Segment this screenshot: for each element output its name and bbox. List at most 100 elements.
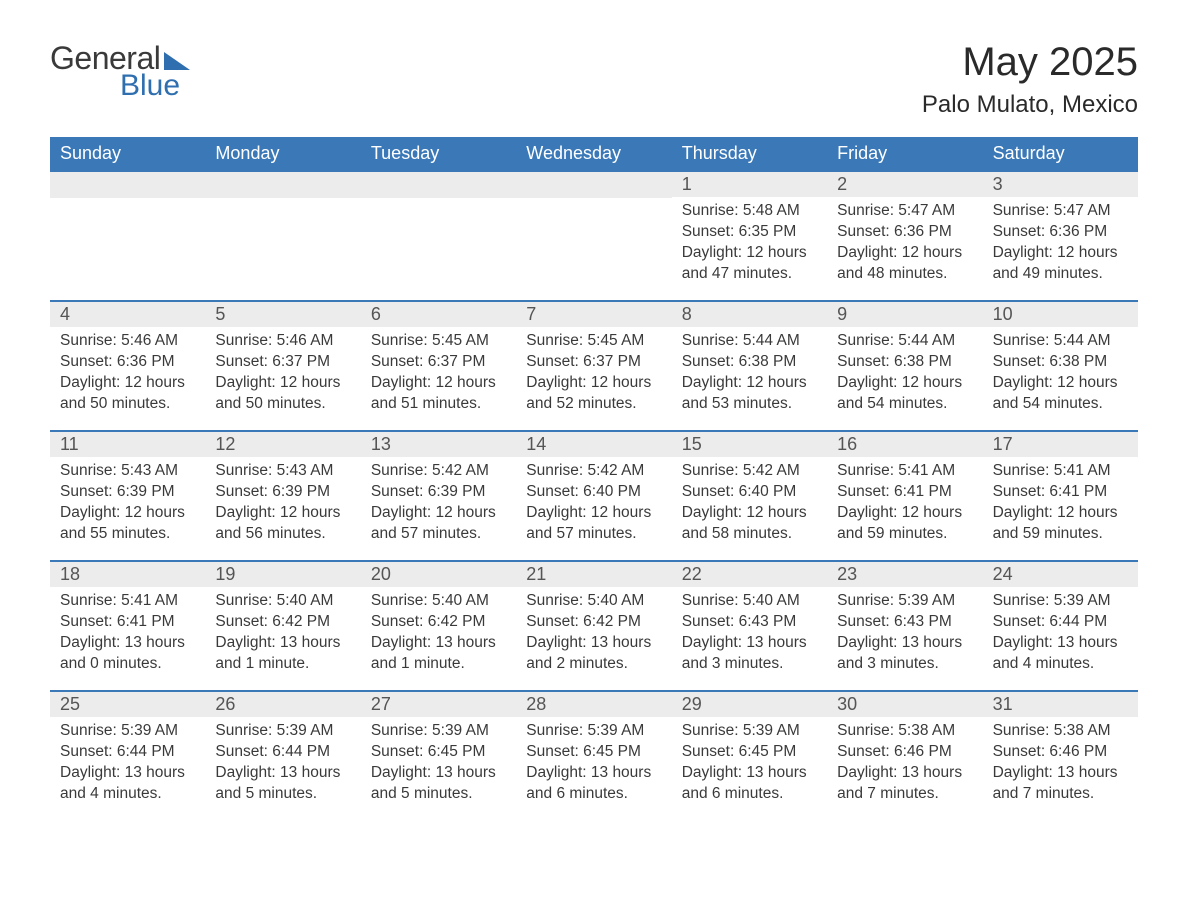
daylight-line: Daylight: 12 hours and 57 minutes. (371, 503, 506, 545)
weeks-container: 1Sunrise: 5:48 AMSunset: 6:35 PMDaylight… (50, 170, 1138, 820)
day-cell: 8Sunrise: 5:44 AMSunset: 6:38 PMDaylight… (672, 302, 827, 430)
sunrise-line: Sunrise: 5:40 AM (526, 591, 661, 612)
day-cell: 21 Sunrise: 5:40 AMSunset: 6:42 PMDayligh… (516, 562, 671, 690)
daylight-line: Daylight: 13 hours and 4 minutes. (60, 763, 195, 805)
calendar: SundayMondayTuesdayWednesdayThursdayFrid… (50, 137, 1138, 820)
daylight-line: Daylight: 13 hours and 6 minutes. (682, 763, 817, 805)
day-number: 16 (827, 432, 982, 457)
sunset-line: Sunset: 6:41 PM (837, 482, 972, 503)
day-cell: 13Sunrise: 5:42 AMSunset: 6:39 PMDayligh… (361, 432, 516, 560)
day-details: Sunrise: 5:45 AMSunset: 6:37 PMDaylight:… (361, 327, 516, 421)
day-cell (361, 172, 516, 300)
sunrise-line: Sunrise: 5:46 AM (60, 331, 195, 352)
sunset-line: Sunset: 6:35 PM (682, 222, 817, 243)
day-details: Sunrise: 5:42 AMSunset: 6:39 PMDaylight:… (361, 457, 516, 551)
day-details: Sunrise: 5:41 AMSunset: 6:41 PMDaylight:… (827, 457, 982, 551)
day-cell: 19Sunrise: 5:40 AMSunset: 6:42 PMDayligh… (205, 562, 360, 690)
sunset-line: Sunset: 6:42 PM (526, 612, 661, 633)
sunset-line: Sunset: 6:37 PM (526, 352, 661, 373)
sunset-line: Sunset: 6:39 PM (371, 482, 506, 503)
sunrise-line: Sunrise: 5:42 AM (526, 461, 661, 482)
day-number: 14 (516, 432, 671, 457)
sunset-line: Sunset: 6:38 PM (837, 352, 972, 373)
sunrise-line: Sunrise: 5:38 AM (837, 721, 972, 742)
sunset-line: Sunset: 6:41 PM (993, 482, 1128, 503)
sunrise-line: Sunrise: 5:39 AM (993, 591, 1128, 612)
sunrise-line: Sunrise: 5:45 AM (371, 331, 506, 352)
sunset-line: Sunset: 6:37 PM (371, 352, 506, 373)
daylight-line: Daylight: 12 hours and 54 minutes. (837, 373, 972, 415)
sunrise-line: Sunrise: 5:42 AM (682, 461, 817, 482)
weekday-header: Tuesday (361, 137, 516, 170)
daylight-line: Daylight: 13 hours and 4 minutes. (993, 633, 1128, 675)
sunrise-line: Sunrise: 5:41 AM (993, 461, 1128, 482)
empty-day-number (205, 172, 360, 198)
logo-triangle-icon (164, 52, 190, 70)
daylight-line: Daylight: 12 hours and 52 minutes. (526, 373, 661, 415)
sunrise-line: Sunrise: 5:40 AM (215, 591, 350, 612)
sunrise-line: Sunrise: 5:45 AM (526, 331, 661, 352)
daylight-line: Daylight: 12 hours and 57 minutes. (526, 503, 661, 545)
day-cell: 11Sunrise: 5:43 AMSunset: 6:39 PMDayligh… (50, 432, 205, 560)
day-details: Sunrise: 5:48 AMSunset: 6:35 PMDaylight:… (672, 197, 827, 291)
daylight-line: Daylight: 12 hours and 48 minutes. (837, 243, 972, 285)
sunset-line: Sunset: 6:36 PM (60, 352, 195, 373)
day-number: 12 (205, 432, 360, 457)
day-cell: 6Sunrise: 5:45 AMSunset: 6:37 PMDaylight… (361, 302, 516, 430)
day-number: 23 (827, 562, 982, 587)
day-cell: 9Sunrise: 5:44 AMSunset: 6:38 PMDaylight… (827, 302, 982, 430)
day-cell: 16Sunrise: 5:41 AMSunset: 6:41 PMDayligh… (827, 432, 982, 560)
day-details: Sunrise: 5:38 AMSunset: 6:46 PMDaylight:… (983, 717, 1138, 811)
sunrise-line: Sunrise: 5:40 AM (371, 591, 506, 612)
weekday-header: Saturday (983, 137, 1138, 170)
day-cell: 26Sunrise: 5:39 AMSunset: 6:44 PMDayligh… (205, 692, 360, 820)
sunrise-line: Sunrise: 5:44 AM (837, 331, 972, 352)
daylight-line: Daylight: 12 hours and 55 minutes. (60, 503, 195, 545)
day-cell: 15Sunrise: 5:42 AMSunset: 6:40 PMDayligh… (672, 432, 827, 560)
sunrise-line: Sunrise: 5:43 AM (215, 461, 350, 482)
sunset-line: Sunset: 6:40 PM (526, 482, 661, 503)
sunset-line: Sunset: 6:45 PM (682, 742, 817, 763)
sunrise-line: Sunrise: 5:43 AM (60, 461, 195, 482)
sunset-line: Sunset: 6:44 PM (60, 742, 195, 763)
day-cell: 25Sunrise: 5:39 AMSunset: 6:44 PMDayligh… (50, 692, 205, 820)
sunset-line: Sunset: 6:44 PM (215, 742, 350, 763)
sunrise-line: Sunrise: 5:44 AM (682, 331, 817, 352)
weekday-header: Sunday (50, 137, 205, 170)
day-cell: 7 Sunrise: 5:45 AMSunset: 6:37 PMDaylight… (516, 302, 671, 430)
day-cell: 22Sunrise: 5:40 AMSunset: 6:43 PMDayligh… (672, 562, 827, 690)
day-cell: 3Sunrise: 5:47 AMSunset: 6:36 PMDaylight… (983, 172, 1138, 300)
day-number: 24 (983, 562, 1138, 587)
weekday-header: Friday (827, 137, 982, 170)
daylight-line: Daylight: 13 hours and 3 minutes. (837, 633, 972, 675)
day-details: Sunrise: 5:44 AMSunset: 6:38 PMDaylight:… (827, 327, 982, 421)
daylight-line: Daylight: 13 hours and 2 minutes. (526, 633, 661, 675)
title-block: May 2025 Palo Mulato, Mexico (922, 40, 1138, 119)
header: General Blue May 2025 Palo Mulato, Mexic… (50, 40, 1138, 119)
daylight-line: Daylight: 13 hours and 5 minutes. (215, 763, 350, 805)
weekday-header: Monday (205, 137, 360, 170)
daylight-line: Daylight: 13 hours and 1 minute. (371, 633, 506, 675)
day-number: 9 (827, 302, 982, 327)
sunrise-line: Sunrise: 5:47 AM (993, 201, 1128, 222)
daylight-line: Daylight: 12 hours and 59 minutes. (993, 503, 1128, 545)
day-number: 20 (361, 562, 516, 587)
day-cell (205, 172, 360, 300)
day-details: Sunrise: 5:47 AMSunset: 6:36 PMDaylight:… (827, 197, 982, 291)
day-number: 1 (672, 172, 827, 197)
sunrise-line: Sunrise: 5:47 AM (837, 201, 972, 222)
day-details: Sunrise: 5:39 AMSunset: 6:45 PMDaylight:… (361, 717, 516, 811)
sunset-line: Sunset: 6:37 PM (215, 352, 350, 373)
day-details: Sunrise: 5:40 AMSunset: 6:42 PMDaylight:… (361, 587, 516, 681)
sunset-line: Sunset: 6:44 PM (993, 612, 1128, 633)
day-number: 7 (516, 302, 671, 327)
sunset-line: Sunset: 6:41 PM (60, 612, 195, 633)
day-number: 21 (516, 562, 671, 587)
empty-day-number (516, 172, 671, 198)
daylight-line: Daylight: 12 hours and 56 minutes. (215, 503, 350, 545)
day-number: 28 (516, 692, 671, 717)
sunrise-line: Sunrise: 5:39 AM (215, 721, 350, 742)
day-details: Sunrise: 5:46 AMSunset: 6:37 PMDaylight:… (205, 327, 360, 421)
sunrise-line: Sunrise: 5:39 AM (526, 721, 661, 742)
day-details: Sunrise: 5:43 AMSunset: 6:39 PMDaylight:… (205, 457, 360, 551)
